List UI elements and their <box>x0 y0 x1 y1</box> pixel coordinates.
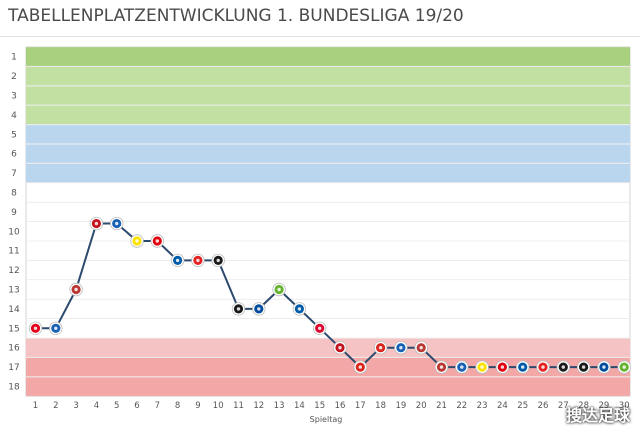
crest-highlight <box>521 365 525 369</box>
crest-highlight <box>581 365 586 369</box>
crest-highlight <box>358 365 362 369</box>
x-tick-label: 24 <box>497 401 508 411</box>
band-0 <box>26 47 630 67</box>
y-tick-label: 8 <box>11 189 17 199</box>
band-1 <box>26 66 630 125</box>
x-tick-label: 3 <box>73 401 78 411</box>
crest-highlight <box>175 258 180 263</box>
y-tick-label: 13 <box>8 286 19 296</box>
crest-highlight <box>338 346 342 350</box>
x-axis-label: Spieltag <box>310 415 343 424</box>
crest-highlight <box>74 287 78 292</box>
y-tick-label: 6 <box>11 150 17 160</box>
x-tick-label: 5 <box>114 401 119 411</box>
y-tick-label: 4 <box>11 111 17 121</box>
x-tick-label: 21 <box>436 401 447 411</box>
crest-highlight <box>602 365 606 369</box>
y-tick-label: 16 <box>8 344 20 354</box>
y-tick-label: 14 <box>8 305 20 315</box>
x-tick-label: 23 <box>477 401 488 411</box>
x-tick-label: 9 <box>195 401 200 411</box>
x-tick-label: 4 <box>94 401 99 411</box>
y-tick-label: 2 <box>11 72 17 82</box>
x-tick-label: 22 <box>456 401 467 411</box>
y-tick-label: 10 <box>8 227 20 237</box>
crest-highlight <box>622 365 626 369</box>
y-tick-label: 3 <box>11 92 17 102</box>
y-tick-label: 9 <box>11 208 17 218</box>
watermark: 搜达足球 <box>565 406 630 425</box>
y-tick-label: 5 <box>11 130 17 140</box>
y-tick-label: 17 <box>8 363 19 373</box>
x-tick-label: 12 <box>253 401 264 411</box>
band-3 <box>26 338 630 358</box>
crest-highlight <box>378 346 383 350</box>
crest-highlight <box>155 239 159 243</box>
y-tick-label: 11 <box>8 247 19 257</box>
y-tick-label: 18 <box>8 383 20 393</box>
x-tick-label: 8 <box>175 401 180 411</box>
crest-highlight <box>216 258 220 263</box>
x-tick-label: 10 <box>213 401 224 411</box>
x-tick-label: 18 <box>375 401 386 411</box>
crest-highlight <box>277 287 281 292</box>
x-tick-label: 26 <box>538 401 549 411</box>
crest-highlight <box>460 365 464 369</box>
x-tick-label: 30 <box>619 401 630 411</box>
crest-highlight <box>480 365 484 369</box>
y-tick-label: 1 <box>11 53 17 63</box>
crest-highlight <box>257 307 261 311</box>
y-tick-label: 15 <box>8 324 19 334</box>
band-2 <box>26 124 630 183</box>
x-tick-label: 27 <box>558 401 569 411</box>
x-tick-label: 1 <box>33 401 38 411</box>
x-tick-label: 20 <box>416 401 427 411</box>
x-tick-label: 15 <box>314 401 325 411</box>
crest-highlight <box>33 326 38 330</box>
crest-highlight <box>541 365 545 369</box>
crest-highlight <box>500 365 505 369</box>
crest-highlight <box>135 239 139 243</box>
crest-highlight <box>318 326 322 330</box>
x-tick-label: 11 <box>233 401 244 411</box>
x-tick-label: 17 <box>355 401 366 411</box>
title-divider <box>0 36 640 37</box>
x-tick-label: 2 <box>53 401 58 411</box>
crest-highlight <box>94 221 99 226</box>
crest-highlight <box>236 307 241 311</box>
crest-highlight <box>54 326 58 330</box>
x-tick-label: 19 <box>395 401 406 411</box>
crest-highlight <box>399 346 403 350</box>
crest-highlight <box>419 346 423 350</box>
crest-highlight <box>561 365 565 369</box>
x-tick-label: 7 <box>155 401 160 411</box>
chart-title: TABELLENPLATZENTWICKLUNG 1. BUNDESLIGA 1… <box>8 6 464 26</box>
x-tick-label: 28 <box>578 401 589 411</box>
x-tick-label: 13 <box>274 401 285 411</box>
x-tick-label: 16 <box>335 401 346 411</box>
y-tick-label: 7 <box>11 169 17 179</box>
crest-highlight <box>196 258 200 263</box>
crest-highlight <box>439 365 444 369</box>
x-tick-label: 29 <box>598 401 609 411</box>
x-tick-label: 6 <box>134 401 139 411</box>
y-tick-label: 12 <box>8 266 19 276</box>
crest-highlight <box>297 307 302 311</box>
x-tick-label: 25 <box>517 401 528 411</box>
crest-highlight <box>115 221 119 226</box>
x-tick-label: 14 <box>294 401 305 411</box>
